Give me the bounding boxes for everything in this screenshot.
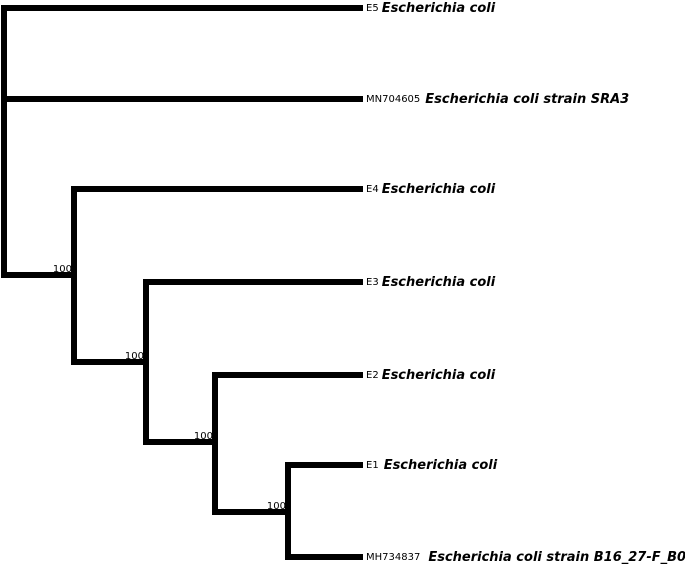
support-value: 100 xyxy=(53,264,72,275)
leaf-label: E2 Escherichia coli xyxy=(366,368,496,383)
branches xyxy=(1,5,363,560)
leaf-label: MH734837 Escherichia coli strain B16_27-F… xyxy=(366,550,685,565)
leaf-name: Escherichia coli xyxy=(382,1,496,16)
leaf-name: Escherichia coli xyxy=(382,182,496,197)
leaf-label: E4 Escherichia coli xyxy=(366,182,496,197)
support-value: 100 xyxy=(267,501,286,512)
support-value: 100 xyxy=(125,351,144,362)
leaf-label: E3 Escherichia coli xyxy=(366,275,496,290)
leaf-id: E2 xyxy=(366,370,379,381)
leaf-id: E5 xyxy=(366,3,379,14)
leaf-id: E3 xyxy=(366,277,379,288)
leaf-name: Escherichia coli strain SRA3 xyxy=(425,92,629,107)
leaf-id: MH734837 xyxy=(366,552,420,563)
leaf-id: E4 xyxy=(366,184,379,195)
leaf-id: MN704605 xyxy=(366,94,420,105)
support-value: 100 xyxy=(194,431,213,442)
leaf-name: Escherichia coli xyxy=(382,275,496,290)
leaf-label: MN704605 Escherichia coli strain SRA3 xyxy=(366,92,629,107)
leaf-name: Escherichia coli xyxy=(382,368,496,383)
leaf-id: E1 xyxy=(366,460,379,471)
leaf-name: Escherichia coli xyxy=(384,458,498,473)
leaf-label: E1 Escherichia coli xyxy=(366,458,498,473)
leaf-label: E5 Escherichia coli xyxy=(366,1,496,16)
leaf-name: Escherichia coli strain B16_27-F_B09_06 xyxy=(428,550,685,565)
